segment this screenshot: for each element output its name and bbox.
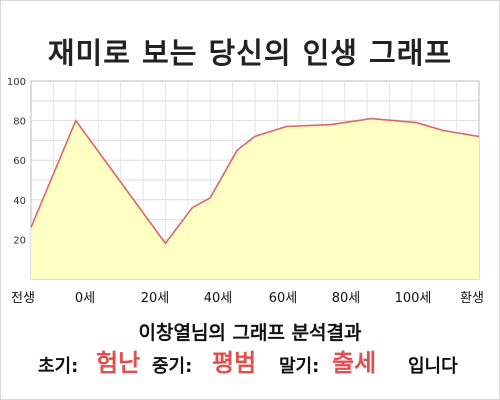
x-tick-label: 전생 <box>11 291 35 306</box>
middle-label: 중기: <box>152 356 193 377</box>
x-tick-label: 60세 <box>269 291 298 306</box>
life-graph-chart: 20 40 60 80 100 전생 0세 20세 40세 60세 80세 100세 환생 <box>7 77 484 306</box>
x-axis-ticks: 전생 0세 20세 40세 60세 80세 100세 환생 <box>11 291 484 306</box>
x-tick-label: 40세 <box>204 291 233 306</box>
x-tick-label: 80세 <box>332 291 361 306</box>
x-tick-label: 0세 <box>75 291 95 306</box>
life-line <box>30 117 480 245</box>
analysis-result: 초기: 험난 중기: 평범 말기: 출세 입니다 <box>0 346 500 380</box>
x-tick-label: 100세 <box>395 291 432 306</box>
analysis-subtitle: 이창열님의 그래프 분석결과 <box>138 322 362 344</box>
y-tick-label: 20 <box>13 235 26 246</box>
early-label: 초기: <box>38 356 79 377</box>
y-tick-label: 40 <box>13 196 26 207</box>
y-axis-ticks: 20 40 60 80 100 <box>7 77 26 246</box>
ending-text: 입니다 <box>408 356 458 377</box>
y-tick-label: 60 <box>13 156 26 167</box>
early-value: 험난 <box>96 349 141 377</box>
page-title: 재미로 보는 당신의 인생 그래프 <box>47 36 453 70</box>
middle-value: 평범 <box>212 349 257 377</box>
x-tick-label: 환생 <box>460 291 484 306</box>
late-value: 출세 <box>332 349 377 377</box>
y-tick-label: 80 <box>13 117 26 128</box>
y-tick-label: 100 <box>7 77 26 88</box>
late-label: 말기: <box>279 356 320 377</box>
x-tick-label: 20세 <box>141 291 170 306</box>
life-area-fill <box>31 118 479 279</box>
